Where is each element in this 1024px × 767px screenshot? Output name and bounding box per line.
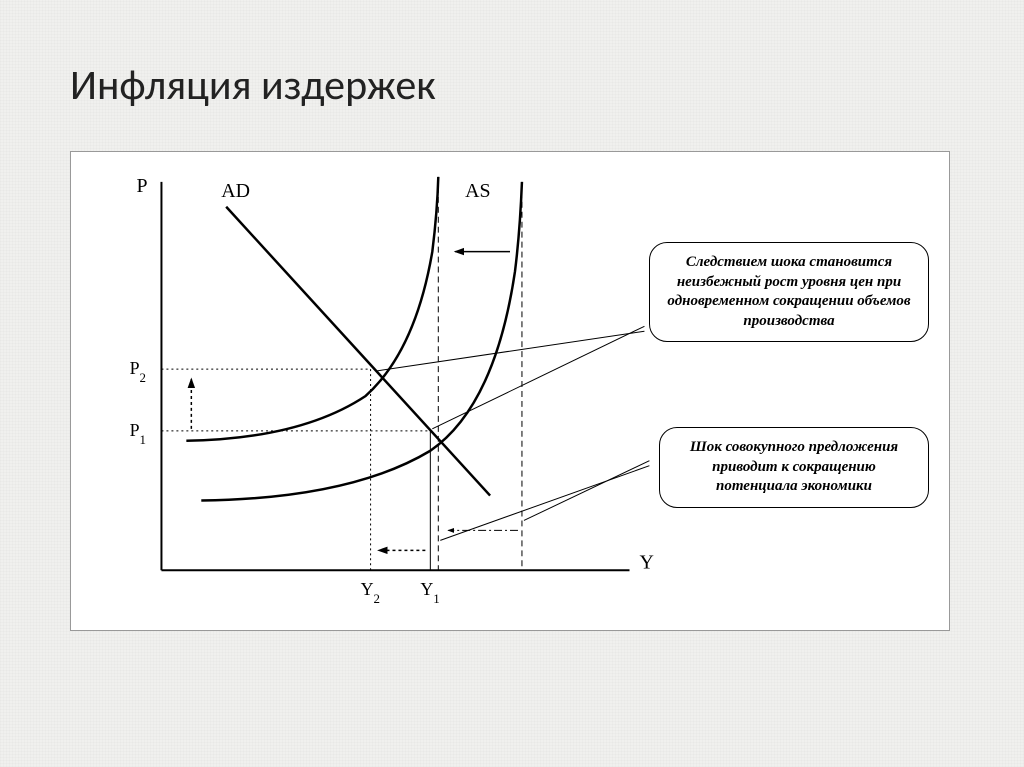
- as-curve-shifted: [186, 177, 438, 441]
- ad-label: AD: [221, 180, 250, 202]
- callout-supply-shock: Шок совокупного предложения приводит к с…: [659, 427, 929, 508]
- economic-chart: P Y AD AS P2 P1 Y2: [71, 152, 949, 630]
- p1-tick: P1: [130, 420, 146, 446]
- callout-price-rise: Следствием шока становится неизбежный ро…: [649, 242, 929, 342]
- slide: Инфляция издержек P Y AD: [0, 0, 1024, 767]
- callout1-connector-b: [432, 326, 644, 429]
- chart-container: P Y AD AS P2 P1 Y2: [70, 151, 950, 631]
- y-axis-label: P: [137, 175, 148, 197]
- callout2-connector-a: [524, 461, 649, 521]
- as-curve-original: [201, 182, 522, 501]
- p2-tick: P2: [130, 358, 146, 385]
- y2-tick: Y2: [361, 579, 380, 606]
- x-axis-label: Y: [639, 551, 653, 573]
- callout1-connector-a: [376, 331, 645, 371]
- as-label: AS: [465, 180, 490, 202]
- y1-tick: Y1: [420, 579, 439, 606]
- page-title: Инфляция издержек: [70, 60, 954, 111]
- ad-curve: [226, 207, 490, 496]
